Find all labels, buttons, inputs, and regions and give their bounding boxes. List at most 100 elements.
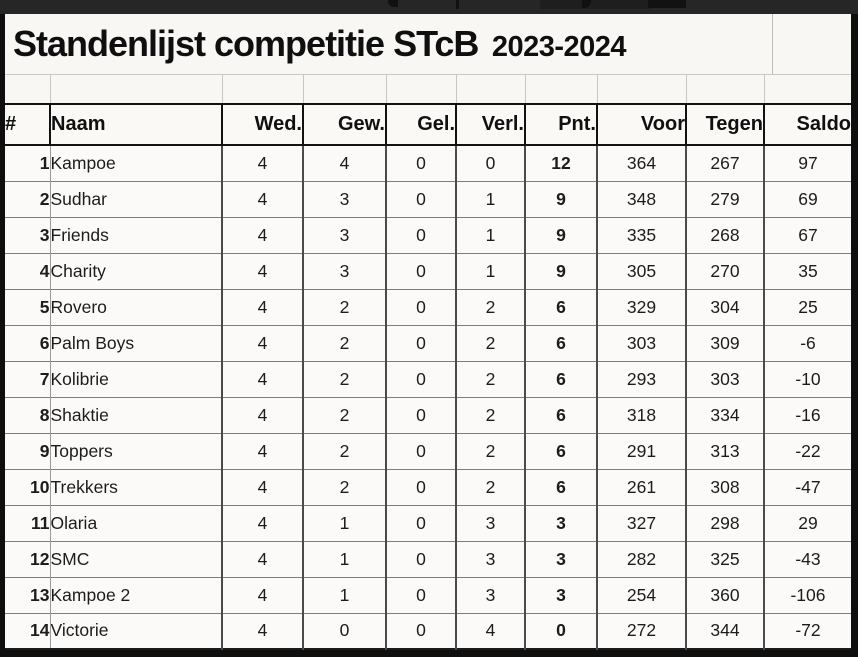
cell-saldo: 35 <box>763 252 851 289</box>
table-row: 5 Rovero 4 2 0 2 6 329 304 25 <box>5 288 851 325</box>
cell-wed: 4 <box>221 504 303 541</box>
cell-gew: 3 <box>302 252 386 289</box>
cell-naam: Trekkers <box>49 468 222 505</box>
cell-wed: 4 <box>221 540 303 577</box>
cell-wed: 4 <box>221 252 303 289</box>
cell-gel: 0 <box>385 504 456 541</box>
cell-naam: Kolibrie <box>49 360 222 397</box>
column-header-gew: Gew. <box>302 103 386 146</box>
cell-gel: 0 <box>385 324 456 361</box>
column-header-wed: Wed. <box>221 103 303 146</box>
header-row: # Naam Wed. Gew. Gel. Verl. Pnt. Voor Te… <box>5 103 851 146</box>
column-header-voor: Voor <box>596 103 686 146</box>
cell-pnt: 3 <box>524 540 597 577</box>
table-row: 7 Kolibrie 4 2 0 2 6 293 303 -10 <box>5 360 851 397</box>
cell-gel: 0 <box>385 468 456 505</box>
cell-tegen: 303 <box>685 360 764 397</box>
cell-pos: 6 <box>5 324 50 361</box>
cell-saldo: -72 <box>763 612 851 649</box>
standings-body: 1 Kampoe 4 4 0 0 12 364 267 97 2 Sudhar 4 3 0 1 9 348 279 6… <box>5 145 851 649</box>
column-header-saldo: Saldo <box>763 103 851 146</box>
title-season: 2023-2024 <box>491 31 627 63</box>
cell-voor: 293 <box>596 360 686 397</box>
cell-gel: 0 <box>385 288 456 325</box>
table-row: 14 Victorie 4 0 0 4 0 272 344 -72 <box>5 612 851 649</box>
cell-verl: 4 <box>455 612 525 649</box>
spacer-cell <box>686 75 764 103</box>
spacer-cell <box>50 75 222 103</box>
cell-saldo: -43 <box>763 540 851 577</box>
cell-naam: SMC <box>49 540 222 577</box>
cell-pnt: 3 <box>524 504 597 541</box>
standings-sheet: Standenlijst competitie STcB 2023-2024 #… <box>5 14 851 649</box>
cell-voor: 364 <box>596 145 686 181</box>
cell-voor: 329 <box>596 288 686 325</box>
cell-pos: 14 <box>5 612 50 649</box>
cell-pnt: 6 <box>524 396 597 433</box>
spacer-cell <box>386 75 456 103</box>
cell-pnt: 9 <box>524 252 597 289</box>
title-empty-cell <box>772 14 851 74</box>
cell-naam: Toppers <box>49 432 222 469</box>
cell-saldo: 29 <box>763 504 851 541</box>
cell-tegen: 344 <box>685 612 764 649</box>
cell-pnt: 6 <box>524 288 597 325</box>
cell-pos: 11 <box>5 504 50 541</box>
cell-voor: 327 <box>596 504 686 541</box>
cropped-ui-fragment <box>648 0 686 8</box>
cell-gew: 3 <box>302 216 386 253</box>
cell-tegen: 334 <box>685 396 764 433</box>
cell-gew: 2 <box>302 288 386 325</box>
cell-naam: Friends <box>49 216 222 253</box>
cell-saldo: 25 <box>763 288 851 325</box>
cell-wed: 4 <box>221 216 303 253</box>
cell-wed: 4 <box>221 612 303 649</box>
cell-pos: 9 <box>5 432 50 469</box>
cell-gel: 0 <box>385 216 456 253</box>
cell-verl: 2 <box>455 432 525 469</box>
column-header-naam: Naam <box>49 103 222 146</box>
cell-gel: 0 <box>385 540 456 577</box>
title-row: Standenlijst competitie STcB 2023-2024 <box>5 14 851 75</box>
cell-voor: 318 <box>596 396 686 433</box>
cell-verl: 3 <box>455 576 525 613</box>
cell-voor: 254 <box>596 576 686 613</box>
cell-verl: 1 <box>455 252 525 289</box>
cell-pos: 3 <box>5 216 50 253</box>
cell-gew: 2 <box>302 432 386 469</box>
cell-verl: 3 <box>455 504 525 541</box>
cell-gel: 0 <box>385 145 456 181</box>
cell-saldo: -47 <box>763 468 851 505</box>
cell-gel: 0 <box>385 396 456 433</box>
cell-saldo: -10 <box>763 360 851 397</box>
cell-verl: 2 <box>455 396 525 433</box>
cell-verl: 2 <box>455 468 525 505</box>
cell-pos: 8 <box>5 396 50 433</box>
table-row: 6 Palm Boys 4 2 0 2 6 303 309 -6 <box>5 324 851 361</box>
cell-gew: 1 <box>302 576 386 613</box>
cell-naam: Charity <box>49 252 222 289</box>
cell-gew: 3 <box>302 180 386 217</box>
cell-voor: 335 <box>596 216 686 253</box>
cell-gel: 0 <box>385 360 456 397</box>
cell-verl: 3 <box>455 540 525 577</box>
cell-pos: 2 <box>5 180 50 217</box>
cell-pnt: 9 <box>524 180 597 217</box>
cell-wed: 4 <box>221 396 303 433</box>
cell-tegen: 298 <box>685 504 764 541</box>
cell-gew: 2 <box>302 468 386 505</box>
spacer-row <box>5 75 851 103</box>
spacer-cell <box>525 75 597 103</box>
table-row: 11 Olaria 4 1 0 3 3 327 298 29 <box>5 504 851 541</box>
cell-saldo: 97 <box>763 145 851 181</box>
cell-tegen: 308 <box>685 468 764 505</box>
column-header-gel: Gel. <box>385 103 456 146</box>
cell-voor: 272 <box>596 612 686 649</box>
cell-pos: 7 <box>5 360 50 397</box>
cell-pos: 13 <box>5 576 50 613</box>
cell-naam: Rovero <box>49 288 222 325</box>
cell-wed: 4 <box>221 432 303 469</box>
cell-verl: 2 <box>455 324 525 361</box>
cell-pnt: 6 <box>524 360 597 397</box>
cell-wed: 4 <box>221 324 303 361</box>
